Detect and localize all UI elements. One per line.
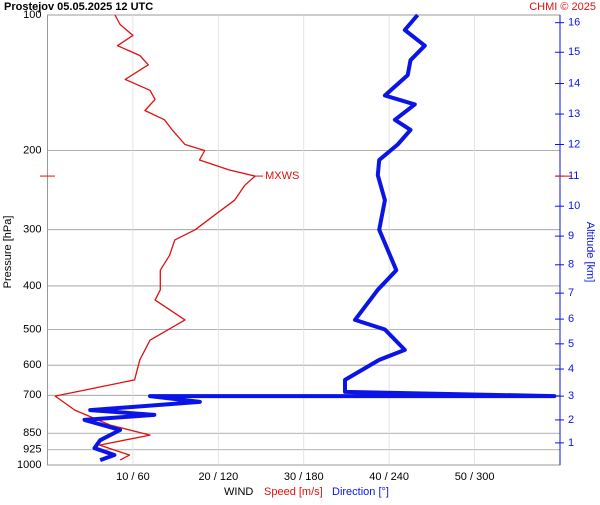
y-tick-label: 300 <box>23 224 41 236</box>
y2-tick-label: 1 <box>568 437 574 449</box>
y-tick-label: 200 <box>23 144 41 156</box>
y2-tick-label: 10 <box>568 200 580 212</box>
y2-tick-label: 7 <box>568 287 574 299</box>
y2-tick-label: 11 <box>568 170 579 182</box>
annotation: MXWS <box>265 170 299 182</box>
y-tick-label: 100 <box>23 9 41 21</box>
credit: CHMI © 2025 <box>529 1 596 13</box>
y2-tick-label: 15 <box>568 46 580 58</box>
x-axis-label: WIND <box>224 486 253 498</box>
y2-tick-label: 12 <box>568 138 580 150</box>
y-tick-label: 850 <box>23 427 41 439</box>
y-tick-label: 925 <box>23 444 41 456</box>
x-tick-label: 50 / 300 <box>455 471 495 483</box>
x-tick-label: 40 / 240 <box>369 471 409 483</box>
y2-tick-label: 14 <box>568 77 580 89</box>
chart-title: Prostejov 05.05.2025 12 UTC <box>4 1 153 13</box>
y2-tick-label: 4 <box>568 363 574 375</box>
x-tick-label: 30 / 180 <box>284 471 324 483</box>
y-tick-label: 400 <box>23 280 41 292</box>
y2-tick-label: 5 <box>568 338 574 350</box>
y-tick-label: 700 <box>23 389 41 401</box>
y2-tick-label: 8 <box>568 259 574 271</box>
legend-entry: Speed [m/s] <box>264 486 323 498</box>
y-tick-label: 500 <box>23 323 41 335</box>
legend-entry: Direction [°] <box>332 486 389 498</box>
y-axis-label: Pressure [hPa] <box>2 216 14 289</box>
y-tick-label: 600 <box>23 359 41 371</box>
direction-line <box>82 13 557 462</box>
speed-line <box>54 14 256 461</box>
y2-tick-label: 13 <box>568 108 580 120</box>
y2-tick-label: 9 <box>568 230 574 242</box>
x-tick-label: 20 / 120 <box>198 471 238 483</box>
y2-tick-label: 6 <box>568 313 574 325</box>
y2-axis-label: Altitude [km] <box>584 222 596 283</box>
y-tick-label: 1000 <box>17 459 41 471</box>
y2-tick-label: 3 <box>568 390 574 402</box>
y2-tick-label: 2 <box>568 414 574 426</box>
x-tick-label: 10 / 60 <box>116 471 150 483</box>
y2-tick-label: 16 <box>568 17 580 29</box>
